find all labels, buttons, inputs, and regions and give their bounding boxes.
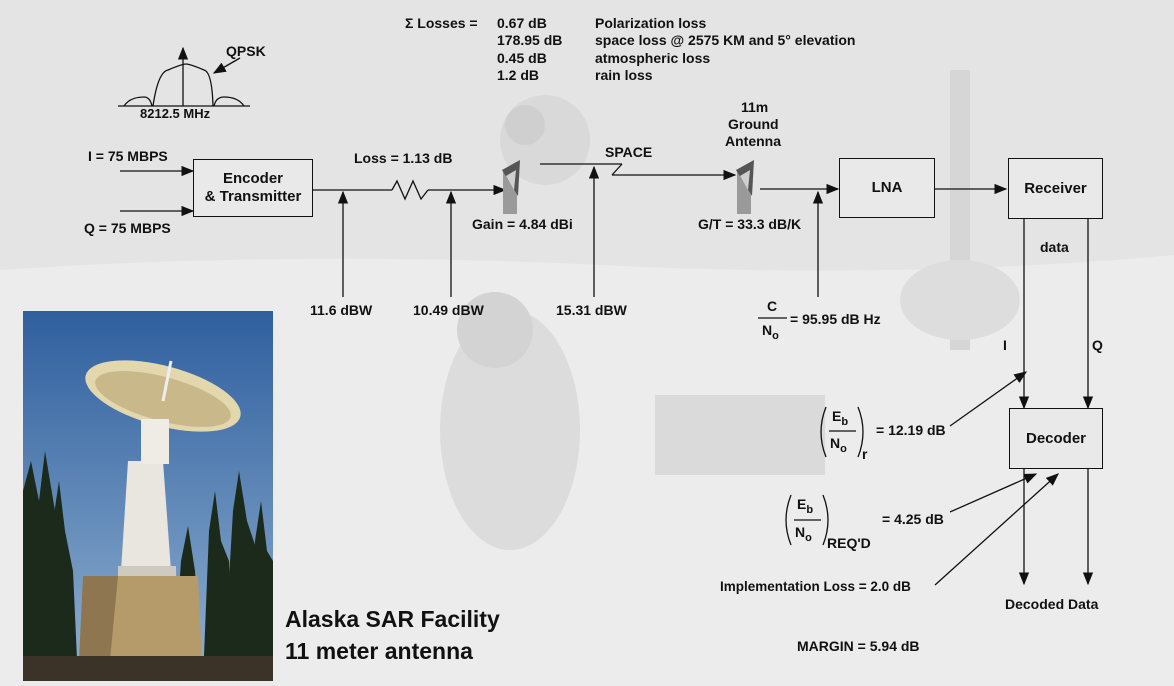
cno-numerator: C	[767, 298, 778, 314]
data-label: data	[1040, 239, 1069, 255]
ebno-r-denominator: No	[830, 435, 847, 455]
ebno-r-numerator: Eb	[832, 408, 849, 428]
encoder-label: Encoder	[222, 170, 283, 187]
rx-antenna-icon	[736, 160, 754, 214]
tx-antenna-icon	[502, 160, 520, 214]
ground-antenna-line1: 11m	[741, 99, 769, 115]
loss-value-polarization: 0.67 dB	[497, 15, 547, 31]
decoder-block: Decoder	[1009, 408, 1103, 469]
lna-block: LNA	[839, 158, 935, 218]
cno-value: = 95.95 dB Hz	[790, 311, 881, 327]
gain-label: Gain = 4.84 dBi	[472, 216, 573, 232]
loss-name-polarization: Polarization loss	[595, 15, 707, 31]
lna-label: LNA	[871, 179, 903, 196]
loss-value-rain: 1.2 dB	[497, 67, 540, 83]
i-channel-label: I	[1003, 337, 1007, 353]
transmitter-label: & Transmitter	[204, 188, 302, 205]
ebno-req-numerator: Eb	[797, 496, 814, 516]
ground-antenna-line2: Ground	[728, 116, 779, 132]
qpsk-label: QPSK	[226, 43, 266, 59]
ebno-r-value: = 12.19 dB	[876, 422, 946, 438]
loss-name-atmospheric: atmospheric loss	[595, 50, 711, 66]
ebno-r-subscript: r	[862, 446, 868, 462]
line-loss-label: Loss = 1.13 dB	[354, 150, 453, 166]
caption-antenna: 11 meter antenna	[285, 638, 473, 664]
ebno-r-den-sub: o	[840, 442, 847, 455]
loss-name-rain: rain loss	[595, 67, 653, 83]
receiver-block: Receiver	[1008, 158, 1103, 219]
space-label: SPACE	[605, 144, 653, 160]
loss-value-atmospheric: 0.45 dB	[497, 50, 547, 66]
ebno-req-value: = 4.25 dB	[882, 511, 944, 527]
ebno-req-den-sub: o	[805, 531, 812, 544]
power-level-eirp: 15.31 dBW	[556, 302, 627, 318]
ground-antenna-line3: Antenna	[725, 133, 781, 149]
input-i-label: I = 75 MBPS	[88, 148, 168, 164]
encoder-transmitter-block: Encoder & Transmitter	[193, 159, 313, 217]
ebno-req-denominator: No	[795, 524, 812, 544]
input-q-label: Q = 75 MBPS	[84, 220, 171, 236]
cno-denominator-sub: o	[772, 329, 779, 342]
gt-label: G/T = 33.3 dB/K	[698, 216, 802, 232]
decoder-label: Decoder	[1025, 429, 1087, 447]
loss-value-space: 178.95 dB	[497, 32, 563, 48]
frequency-label: 8212.5 MHz	[140, 106, 211, 121]
ebno-req-subscript: REQ'D	[827, 535, 871, 551]
cno-denominator: No	[762, 322, 779, 342]
caption-facility: Alaska SAR Facility	[285, 606, 500, 632]
power-level-after-loss: 10.49 dBW	[413, 302, 484, 318]
margin-label: MARGIN = 5.94 dB	[797, 638, 920, 654]
antenna-illustration	[23, 311, 273, 681]
implementation-loss: Implementation Loss = 2.0 dB	[720, 579, 911, 594]
antenna-photo	[23, 311, 273, 681]
receiver-label: Receiver	[1024, 179, 1087, 197]
q-channel-label: Q	[1092, 337, 1103, 353]
losses-sum-label: Σ Losses =	[405, 15, 478, 31]
power-level-tx: 11.6 dBW	[310, 302, 373, 318]
loss-name-space: space loss @ 2575 KM and 5° elevation	[595, 32, 856, 48]
ebno-r-num-sub: b	[841, 415, 849, 428]
decoded-data-label: Decoded Data	[1005, 596, 1099, 612]
ebno-req-num-sub: b	[806, 503, 814, 516]
